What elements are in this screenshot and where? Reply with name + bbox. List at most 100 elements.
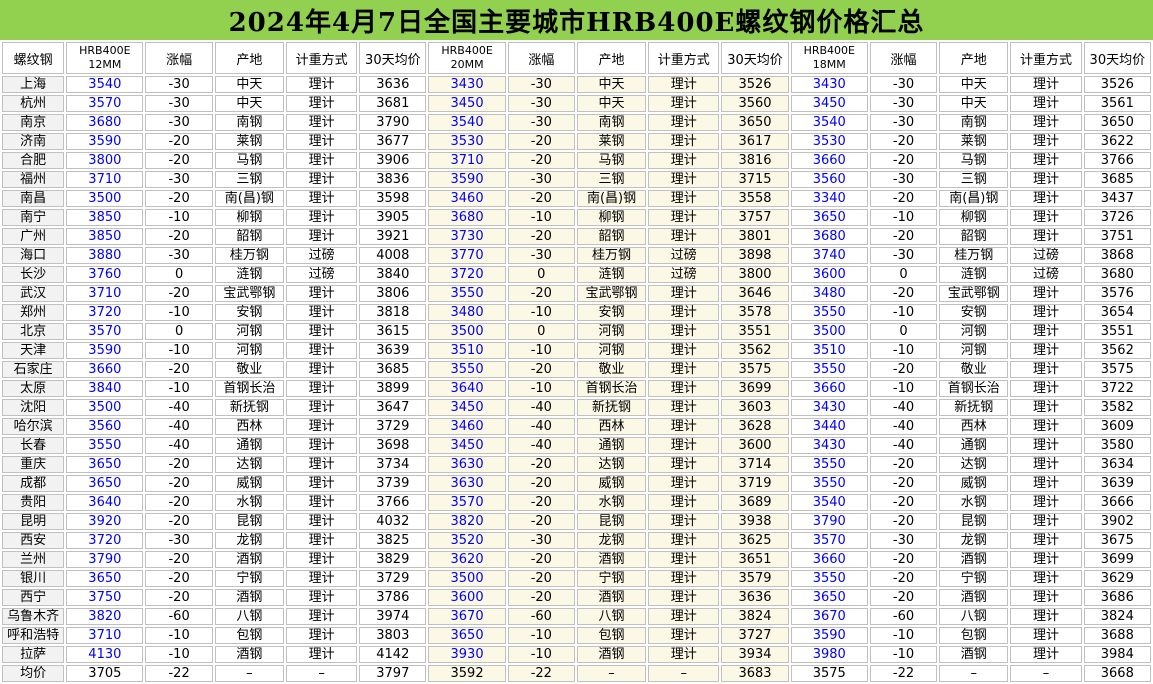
- table-row: 武汉 3710 -20 宝武鄂钢 理计 3806 3550 -20 宝武鄂钢 理…: [2, 285, 1151, 302]
- change-cell-12mm: -30: [145, 95, 213, 112]
- avg30-cell-20mm: 3683: [721, 665, 789, 682]
- change-cell-18mm: -40: [869, 418, 938, 435]
- weigh-cell-18mm: 理计: [1010, 190, 1082, 207]
- origin-cell-12mm: 马钢: [214, 152, 284, 169]
- change-cell-20mm: -30: [507, 76, 575, 93]
- change-cell-12mm: -30: [145, 247, 213, 264]
- origin-cell-12mm: 河钢: [214, 323, 284, 340]
- weigh-cell-20mm: 过磅: [648, 247, 720, 264]
- change-cell-12mm: -40: [145, 437, 213, 454]
- table-row: 南昌 3500 -20 南(昌)钢 理计 3598 3460 -20 南(昌)钢…: [2, 190, 1151, 207]
- weigh-cell-18mm: 理计: [1010, 171, 1082, 188]
- city-cell: 贵阳: [2, 494, 65, 511]
- avg30-cell-18mm: 3634: [1083, 456, 1151, 473]
- origin-cell-20mm: 酒钢: [576, 551, 647, 568]
- avg30-cell-12mm: 3899: [359, 380, 427, 397]
- price-cell-18mm: 3660: [790, 380, 868, 397]
- avg30-cell-18mm: 3582: [1083, 399, 1151, 416]
- origin-cell-18mm: 柳钢: [939, 209, 1009, 226]
- origin-cell-20mm: 包钢: [576, 627, 647, 644]
- weigh-cell-12mm: 理计: [285, 209, 358, 226]
- price-cell-18mm: 3660: [790, 551, 868, 568]
- change-cell-20mm: -20: [507, 494, 575, 511]
- weigh-cell-18mm: 理计: [1010, 399, 1082, 416]
- change-cell-12mm: -20: [145, 133, 213, 150]
- price-table-body: 上海 3540 -30 中天 理计 3636 3430 -30 中天 理计 35…: [2, 76, 1151, 682]
- header-change-20mm: 涨幅: [507, 42, 575, 74]
- origin-cell-18mm: 首钢长治: [939, 380, 1009, 397]
- change-cell-12mm: -20: [145, 475, 213, 492]
- table-row: 上海 3540 -30 中天 理计 3636 3430 -30 中天 理计 35…: [2, 76, 1151, 93]
- change-cell-20mm: -20: [507, 456, 575, 473]
- header-row: 螺纹钢 HRB400E 12MM 涨幅 产地 计重方式 30天均价 HRB400…: [2, 42, 1151, 74]
- origin-cell-12mm: 首钢长治: [214, 380, 284, 397]
- price-cell-20mm: 3720: [428, 266, 506, 283]
- table-row: 石家庄 3660 -20 敬业 理计 3685 3550 -20 敬业 理计 3…: [2, 361, 1151, 378]
- avg30-cell-12mm: 4032: [359, 513, 427, 530]
- origin-cell-20mm: 南钢: [576, 114, 647, 131]
- change-cell-20mm: -40: [507, 399, 575, 416]
- avg30-cell-12mm: 3906: [359, 152, 427, 169]
- avg30-cell-20mm: 3617: [721, 133, 789, 150]
- page-title: 2024年4月7日全国主要城市HRB400E螺纹钢价格汇总: [0, 0, 1153, 40]
- city-cell: 哈尔滨: [2, 418, 65, 435]
- change-cell-18mm: -30: [869, 171, 938, 188]
- table-row: 乌鲁木齐 3820 -60 八钢 理计 3974 3670 -60 八钢 理计 …: [2, 608, 1151, 625]
- price-cell-12mm: 3570: [66, 323, 144, 340]
- weigh-cell-12mm: 理计: [285, 152, 358, 169]
- city-cell: 石家庄: [2, 361, 65, 378]
- origin-cell-20mm: 中天: [576, 95, 647, 112]
- table-row: 福州 3710 -30 三钢 理计 3836 3590 -30 三钢 理计 37…: [2, 171, 1151, 188]
- avg30-cell-12mm: 3803: [359, 627, 427, 644]
- change-cell-20mm: -10: [507, 342, 575, 359]
- price-cell-20mm: 3450: [428, 95, 506, 112]
- change-cell-12mm: -20: [145, 190, 213, 207]
- avg30-cell-20mm: 3558: [721, 190, 789, 207]
- header-origin-18mm: 产地: [939, 42, 1009, 74]
- header-avg30-12mm: 30天均价: [359, 42, 427, 74]
- change-cell-20mm: -40: [507, 418, 575, 435]
- price-cell-20mm: 3620: [428, 551, 506, 568]
- origin-cell-12mm: 达钢: [214, 456, 284, 473]
- price-cell-12mm: 4130: [66, 646, 144, 663]
- avg30-cell-18mm: 3575: [1083, 361, 1151, 378]
- city-cell: 济南: [2, 133, 65, 150]
- weigh-cell-20mm: 理计: [648, 323, 720, 340]
- origin-cell-18mm: 八钢: [939, 608, 1009, 625]
- price-cell-18mm: 3570: [790, 532, 868, 549]
- price-cell-18mm: 3740: [790, 247, 868, 264]
- avg30-cell-12mm: 3797: [359, 665, 427, 682]
- price-cell-12mm: 3590: [66, 133, 144, 150]
- change-cell-20mm: -20: [507, 190, 575, 207]
- price-cell-18mm: 3540: [790, 494, 868, 511]
- origin-cell-18mm: 西林: [939, 418, 1009, 435]
- price-cell-20mm: 3530: [428, 133, 506, 150]
- weigh-cell-12mm: 理计: [285, 532, 358, 549]
- price-cell-12mm: 3880: [66, 247, 144, 264]
- weigh-cell-20mm: 理计: [648, 532, 720, 549]
- avg30-cell-12mm: 3647: [359, 399, 427, 416]
- change-cell-12mm: -20: [145, 228, 213, 245]
- table-row: 拉萨 4130 -10 酒钢 理计 4142 3930 -10 酒钢 理计 39…: [2, 646, 1151, 663]
- origin-cell-12mm: 河钢: [214, 342, 284, 359]
- origin-cell-18mm: 南钢: [939, 114, 1009, 131]
- origin-cell-18mm: 三钢: [939, 171, 1009, 188]
- avg30-cell-20mm: 3603: [721, 399, 789, 416]
- price-cell-18mm: 3550: [790, 456, 868, 473]
- weigh-cell-12mm: 理计: [285, 228, 358, 245]
- change-cell-20mm: -20: [507, 589, 575, 606]
- city-cell: 广州: [2, 228, 65, 245]
- origin-cell-12mm: 莱钢: [214, 133, 284, 150]
- city-cell: 均价: [2, 665, 65, 682]
- weigh-cell-20mm: 理计: [648, 589, 720, 606]
- price-cell-12mm: 3850: [66, 228, 144, 245]
- weigh-cell-18mm: 理计: [1010, 152, 1082, 169]
- avg30-cell-20mm: 3689: [721, 494, 789, 511]
- origin-cell-18mm: 涟钢: [939, 266, 1009, 283]
- avg30-cell-12mm: 3766: [359, 494, 427, 511]
- weigh-cell-20mm: 理计: [648, 456, 720, 473]
- avg30-cell-18mm: 3526: [1083, 76, 1151, 93]
- change-cell-12mm: -20: [145, 551, 213, 568]
- weigh-cell-20mm: 理计: [648, 551, 720, 568]
